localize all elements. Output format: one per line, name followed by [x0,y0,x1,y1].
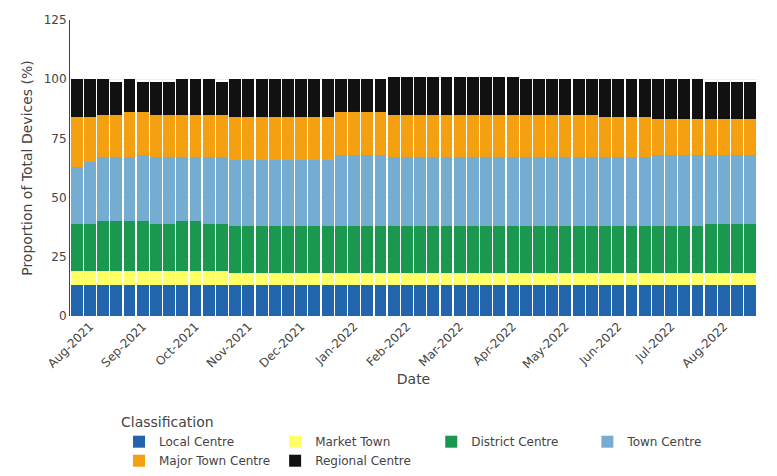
svg-text:District Centre: District Centre [471,435,558,449]
svg-text:Classification: Classification [121,414,214,430]
svg-text:Aug-2022: Aug-2022 [679,319,730,370]
svg-text:Oct-2021: Oct-2021 [153,319,202,368]
svg-text:0: 0 [59,309,67,323]
svg-text:Town Centre: Town Centre [626,435,701,449]
svg-text:Sep-2021: Sep-2021 [98,319,149,370]
svg-text:Proportion of Total Devices (%: Proportion of Total Devices (%) [19,60,35,276]
svg-text:125: 125 [44,13,67,27]
svg-text:Local Centre: Local Centre [159,435,234,449]
svg-text:Nov-2021: Nov-2021 [204,319,255,370]
svg-text:Mar-2022: Mar-2022 [416,319,466,369]
svg-text:50: 50 [51,191,66,205]
svg-text:Date: Date [397,371,430,387]
svg-text:Dec-2021: Dec-2021 [257,319,308,370]
svg-text:Jun-2022: Jun-2022 [576,319,625,368]
svg-text:Market Town: Market Town [315,435,390,449]
svg-text:Apr-2022: Apr-2022 [470,319,519,368]
svg-text:Aug-2021: Aug-2021 [45,319,96,370]
svg-text:Regional Centre: Regional Centre [315,454,411,468]
svg-text:75: 75 [51,132,66,146]
svg-text:May-2022: May-2022 [520,319,572,371]
svg-text:Major Town Centre: Major Town Centre [159,454,270,468]
svg-text:25: 25 [51,250,66,264]
svg-text:100: 100 [44,72,67,86]
svg-text:Feb-2022: Feb-2022 [364,319,414,369]
svg-text:Jul-2022: Jul-2022 [632,319,678,365]
svg-text:Jan-2022: Jan-2022 [312,319,360,367]
